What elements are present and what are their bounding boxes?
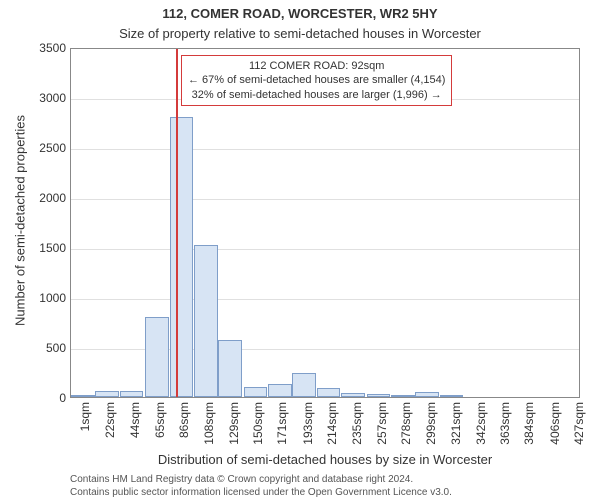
marker-annotation-line: 32% of semi-detached houses are larger (… bbox=[188, 88, 445, 102]
x-tick-label: 363sqm bbox=[498, 402, 512, 462]
x-tick-label: 22sqm bbox=[103, 402, 117, 462]
x-tick-label: 86sqm bbox=[177, 402, 191, 462]
histogram-bar bbox=[367, 394, 391, 398]
x-tick-label: 150sqm bbox=[251, 402, 265, 462]
histogram-bar bbox=[145, 317, 169, 397]
x-tick-label: 278sqm bbox=[399, 402, 413, 462]
gridline-h bbox=[71, 199, 579, 200]
marker-annotation-line: 112 COMER ROAD: 92sqm bbox=[188, 59, 445, 73]
histogram-bar bbox=[71, 395, 95, 397]
attribution-line-1: Contains HM Land Registry data © Crown c… bbox=[70, 474, 580, 487]
x-tick-label: 342sqm bbox=[474, 402, 488, 462]
histogram-bar bbox=[440, 395, 464, 397]
y-tick-label: 1500 bbox=[16, 241, 66, 255]
x-tick-label: 214sqm bbox=[325, 402, 339, 462]
histogram-bar bbox=[194, 245, 218, 397]
x-tick-label: 257sqm bbox=[375, 402, 389, 462]
histogram-bar bbox=[415, 392, 439, 397]
plot-area: 112 COMER ROAD: 92sqm← 67% of semi-detac… bbox=[70, 48, 580, 398]
histogram-bar bbox=[292, 373, 316, 397]
attribution-line-2: Contains public sector information licen… bbox=[70, 487, 580, 500]
gridline-h bbox=[71, 249, 579, 250]
x-tick-label: 129sqm bbox=[227, 402, 241, 462]
y-tick-label: 500 bbox=[16, 341, 66, 355]
y-tick-label: 3000 bbox=[16, 91, 66, 105]
x-tick-label: 427sqm bbox=[572, 402, 586, 462]
x-tick-label: 193sqm bbox=[301, 402, 315, 462]
x-tick-label: 65sqm bbox=[153, 402, 167, 462]
x-tick-label: 384sqm bbox=[522, 402, 536, 462]
marker-annotation-line: ← 67% of semi-detached houses are smalle… bbox=[188, 73, 445, 87]
attribution-text: Contains HM Land Registry data © Crown c… bbox=[70, 474, 580, 499]
chart-title-main: 112, COMER ROAD, WORCESTER, WR2 5HY bbox=[0, 6, 600, 21]
histogram-bar bbox=[120, 391, 144, 397]
gridline-h bbox=[71, 299, 579, 300]
y-tick-label: 3500 bbox=[16, 41, 66, 55]
histogram-bar bbox=[170, 117, 194, 397]
x-tick-label: 321sqm bbox=[449, 402, 463, 462]
x-tick-label: 235sqm bbox=[350, 402, 364, 462]
histogram-bar bbox=[268, 384, 292, 397]
histogram-bar bbox=[391, 395, 415, 397]
gridline-h bbox=[71, 149, 579, 150]
histogram-bar bbox=[244, 387, 268, 397]
histogram-chart: 112, COMER ROAD, WORCESTER, WR2 5HY Size… bbox=[0, 0, 600, 500]
histogram-bar bbox=[341, 393, 365, 397]
x-tick-label: 44sqm bbox=[128, 402, 142, 462]
x-tick-label: 299sqm bbox=[424, 402, 438, 462]
y-tick-label: 0 bbox=[16, 391, 66, 405]
y-tick-label: 2500 bbox=[16, 141, 66, 155]
marker-annotation: 112 COMER ROAD: 92sqm← 67% of semi-detac… bbox=[181, 55, 452, 106]
x-tick-label: 171sqm bbox=[275, 402, 289, 462]
x-tick-label: 406sqm bbox=[548, 402, 562, 462]
histogram-bar bbox=[95, 391, 119, 398]
chart-title-sub: Size of property relative to semi-detach… bbox=[0, 26, 600, 41]
x-tick-label: 108sqm bbox=[202, 402, 216, 462]
y-tick-label: 2000 bbox=[16, 191, 66, 205]
x-tick-label: 1sqm bbox=[78, 402, 92, 462]
y-tick-label: 1000 bbox=[16, 291, 66, 305]
histogram-bar bbox=[218, 340, 242, 397]
histogram-bar bbox=[317, 388, 341, 397]
marker-line bbox=[176, 49, 178, 397]
y-axis-label: Number of semi-detached properties bbox=[13, 71, 28, 371]
